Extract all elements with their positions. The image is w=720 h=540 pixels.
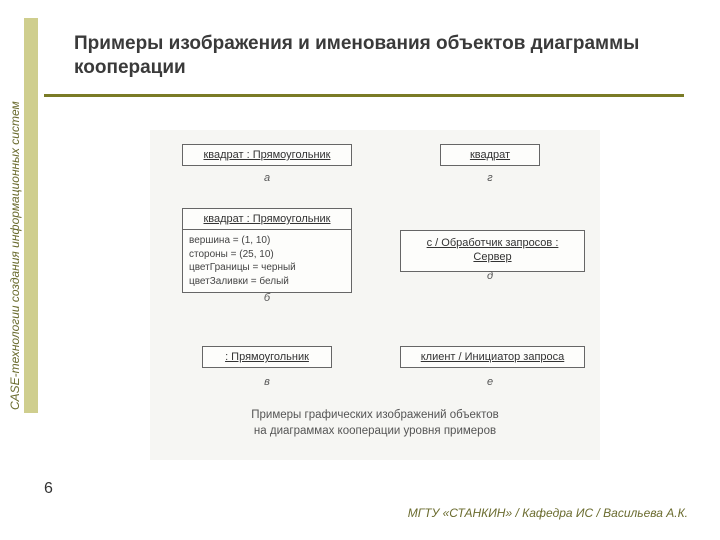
object-g-text: квадрат <box>470 149 510 161</box>
object-box-d: с / Обработчик запросов : Сервер <box>400 230 585 272</box>
attr-line: цветЗаливки = белый <box>189 275 345 289</box>
label-e: е <box>480 376 500 388</box>
object-a-text: квадрат : Прямоугольник <box>203 149 330 161</box>
attr-line: вершина = (1, 10) <box>189 234 345 248</box>
object-box-b-head: квадрат : Прямоугольник <box>182 208 352 230</box>
object-v-text: : Прямоугольник <box>225 351 309 363</box>
label-v: в <box>257 376 277 388</box>
label-d: д <box>480 270 500 282</box>
label-g: г <box>480 172 500 184</box>
footer-attribution: МГТУ «СТАНКИН» / Кафедра ИС / Васильева … <box>408 506 688 520</box>
sidebar-accent-band <box>24 18 38 413</box>
caption-line-2: на диаграммах кооперации уровня примеров <box>150 424 600 440</box>
figure-caption: Примеры графических изображений объектов… <box>150 408 600 439</box>
label-b: б <box>257 292 277 304</box>
diagram-figure: квадрат : Прямоугольник а квадрат : Прям… <box>150 130 600 460</box>
label-a: а <box>257 172 277 184</box>
object-b-head-text: квадрат : Прямоугольник <box>203 213 330 225</box>
object-e-text: клиент / Инициатор запроса <box>421 351 565 363</box>
title-underline <box>44 94 684 97</box>
attr-line: стороны = (25, 10) <box>189 248 345 262</box>
sidebar-vertical-label: CASE-технологии создания информационных … <box>8 101 22 410</box>
page-title: Примеры изображения и именования объекто… <box>74 32 664 80</box>
attr-line: цветГраницы = черный <box>189 261 345 275</box>
object-box-a: квадрат : Прямоугольник <box>182 144 352 166</box>
caption-line-1: Примеры графических изображений объектов <box>150 408 600 424</box>
object-d-text: с / Обработчик запросов : Сервер <box>427 237 559 263</box>
object-box-v: : Прямоугольник <box>202 346 332 368</box>
object-box-g: квадрат <box>440 144 540 166</box>
object-box-b-attrs: вершина = (1, 10) стороны = (25, 10) цве… <box>182 230 352 293</box>
object-box-e: клиент / Инициатор запроса <box>400 346 585 368</box>
page-number: 6 <box>44 480 53 498</box>
